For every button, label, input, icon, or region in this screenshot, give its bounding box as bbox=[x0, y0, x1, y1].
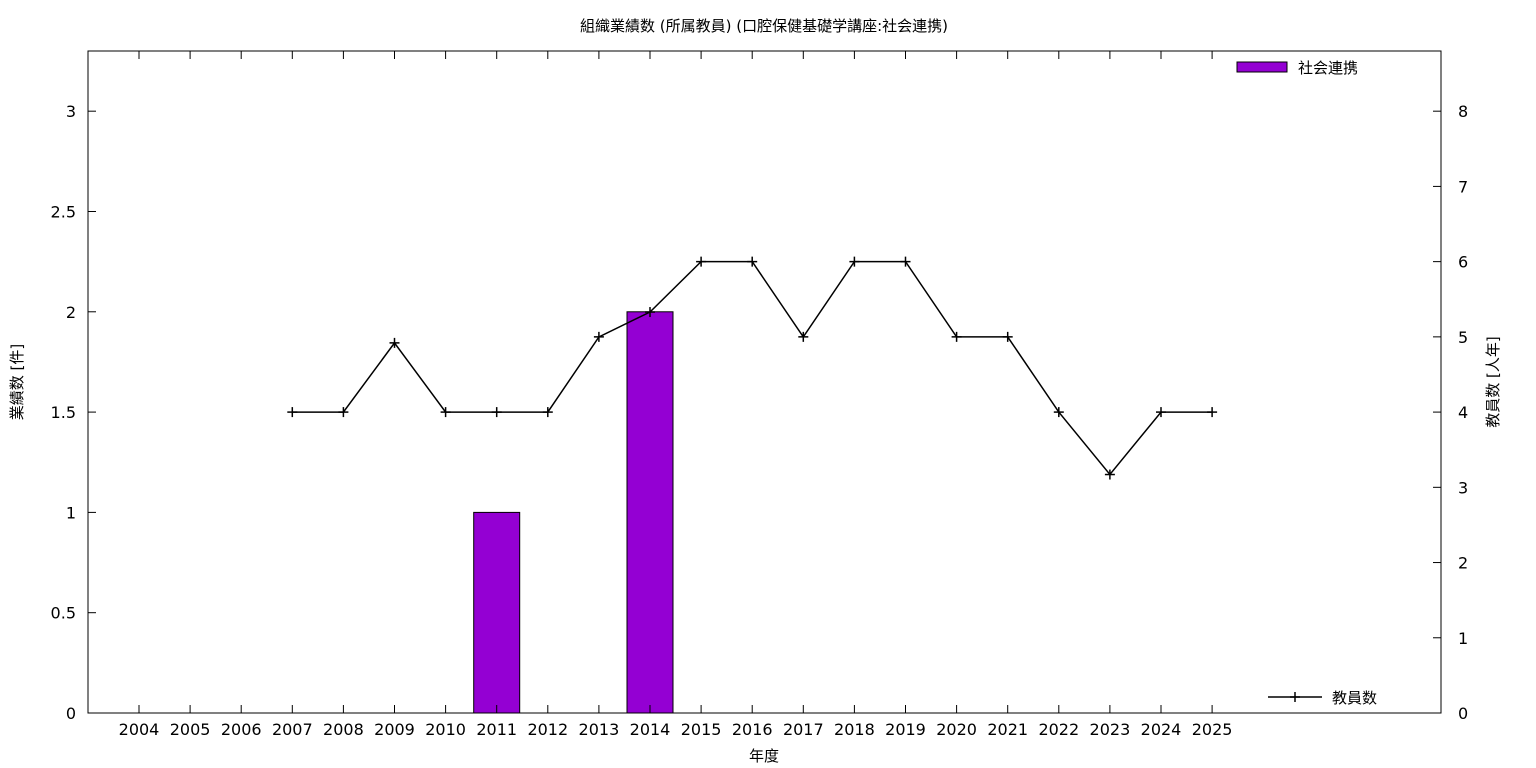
legend-line-label: 教員数 bbox=[1332, 689, 1377, 707]
y-tick-label: 2 bbox=[66, 303, 76, 322]
y2-tick-label: 6 bbox=[1458, 253, 1468, 272]
x-tick-label: 2015 bbox=[681, 720, 722, 739]
legend-bar-label: 社会連携 bbox=[1298, 59, 1358, 77]
line-point bbox=[1207, 407, 1218, 418]
line-point bbox=[747, 256, 758, 267]
teacher-count-line bbox=[292, 260, 1213, 476]
y2-tick-label: 1 bbox=[1458, 629, 1468, 648]
x-tick-label: 2012 bbox=[527, 720, 568, 739]
x-tick-label: 2014 bbox=[630, 720, 671, 739]
chart-title: 組織業績数 (所属教員) (口腔保健基礎学講座:社会連携) bbox=[580, 17, 948, 35]
legend-bar-swatch bbox=[1236, 61, 1288, 73]
y-axis-title: 業績数 [件] bbox=[8, 344, 26, 420]
y2-tick-label: 3 bbox=[1458, 478, 1468, 497]
x-tick-label: 2017 bbox=[783, 720, 824, 739]
x-tick-label: 2011 bbox=[476, 720, 517, 739]
x-tick-label: 2020 bbox=[936, 720, 977, 739]
line-point bbox=[951, 331, 962, 342]
y2-tick-label: 4 bbox=[1458, 403, 1468, 422]
bar bbox=[473, 511, 521, 714]
line-point bbox=[849, 256, 860, 267]
y2-tick-label: 2 bbox=[1458, 554, 1468, 573]
y2-axis-title: 教員数 [人年] bbox=[1484, 336, 1502, 427]
line-point bbox=[1053, 407, 1064, 418]
y2-tick-label: 5 bbox=[1458, 328, 1468, 347]
x-axis-title: 年度 bbox=[749, 747, 779, 765]
x-tick-label: 2019 bbox=[885, 720, 926, 739]
line-point bbox=[338, 407, 349, 418]
y-tick-label: 1.5 bbox=[51, 403, 76, 422]
line-point bbox=[645, 307, 655, 318]
y-tick-label: 3 bbox=[66, 102, 76, 121]
line-point bbox=[1002, 331, 1013, 342]
x-tick-label: 2025 bbox=[1192, 720, 1233, 739]
line-point bbox=[440, 407, 451, 418]
line-series bbox=[287, 256, 1218, 480]
x-tick-label: 2010 bbox=[425, 720, 466, 739]
line-point bbox=[593, 331, 604, 342]
bar-series bbox=[473, 311, 674, 714]
line-point bbox=[542, 407, 553, 418]
y2-tick-label: 8 bbox=[1458, 102, 1468, 121]
x-tick-label: 2021 bbox=[987, 720, 1028, 739]
line-point bbox=[798, 331, 809, 342]
x-tick-label: 2007 bbox=[272, 720, 313, 739]
x-tick-label: 2023 bbox=[1090, 720, 1131, 739]
line-point bbox=[287, 407, 298, 418]
x-tick-label: 2009 bbox=[374, 720, 415, 739]
line-point bbox=[1104, 469, 1115, 480]
line-point bbox=[1156, 407, 1166, 418]
x-tick-label: 2024 bbox=[1141, 720, 1182, 739]
x-tick-label: 2022 bbox=[1038, 720, 1079, 739]
bar bbox=[626, 311, 674, 714]
axes: 0 0.5 1 1.5 2 2.5 3 0 1 2 3 4 5 6 7 8 2004 2005 2006 2007 20… bbox=[51, 51, 1468, 739]
x-tick-label: 2008 bbox=[323, 720, 364, 739]
y2-tick-label: 7 bbox=[1458, 177, 1468, 196]
line-point bbox=[696, 256, 707, 267]
line-point bbox=[900, 256, 911, 267]
y-tick-label: 2.5 bbox=[51, 202, 76, 221]
line-point bbox=[389, 337, 400, 348]
x-tick-label: 2013 bbox=[579, 720, 620, 739]
plot-area bbox=[87, 50, 1442, 714]
line-point bbox=[491, 407, 502, 418]
x-tick-label: 2005 bbox=[170, 720, 211, 739]
y-tick-label: 1 bbox=[66, 503, 76, 522]
y-tick-label: 0 bbox=[66, 704, 76, 723]
x-tick-label: 2004 bbox=[119, 720, 160, 739]
x-tick-label: 2006 bbox=[221, 720, 262, 739]
x-tick-label: 2018 bbox=[834, 720, 875, 739]
x-tick-label: 2016 bbox=[732, 720, 773, 739]
legend-line: 教員数 bbox=[1268, 689, 1377, 707]
y2-tick-label: 0 bbox=[1458, 704, 1468, 723]
legend-bars: 社会連携 bbox=[1236, 59, 1358, 77]
y-tick-label: 0.5 bbox=[51, 604, 76, 623]
